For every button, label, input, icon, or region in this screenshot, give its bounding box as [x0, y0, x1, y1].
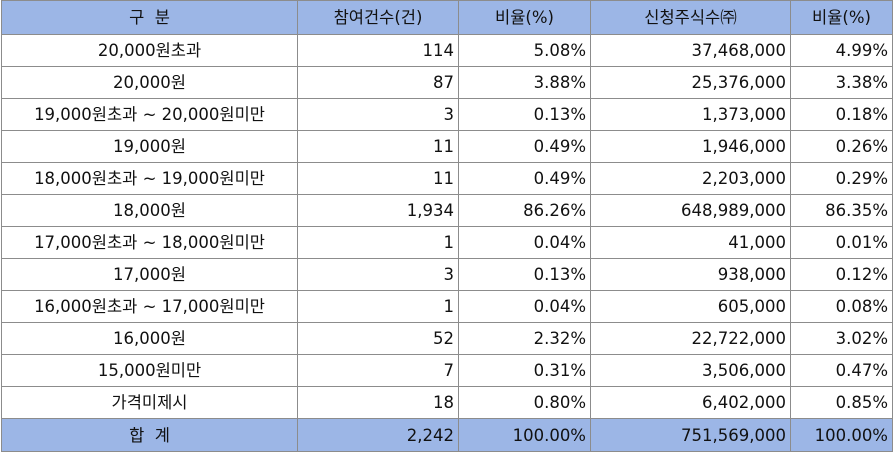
row-count: 7 — [297, 354, 459, 387]
row-count: 3 — [297, 258, 459, 291]
row-count-ratio: 0.04% — [458, 226, 591, 259]
row-shares: 25,376,000 — [590, 66, 791, 99]
row-count: 18 — [297, 386, 459, 419]
header-count-ratio: 비율(%) — [458, 0, 591, 35]
header-shares: 신청주식수㈜ — [590, 0, 791, 35]
row-count-ratio: 0.13% — [458, 98, 591, 131]
table-row: 18,000원 1,934 86.26% 648,989,000 86.35% — [1, 194, 893, 227]
row-shares: 2,203,000 — [590, 162, 791, 195]
row-count: 52 — [297, 322, 459, 355]
row-shares-ratio: 86.35% — [790, 194, 893, 227]
row-count-ratio: 0.80% — [458, 386, 591, 419]
row-shares-ratio: 0.29% — [790, 162, 893, 195]
row-count-ratio: 0.49% — [458, 162, 591, 195]
row-shares: 648,989,000 — [590, 194, 791, 227]
table-header: 구 분 참여건수(건) 비율(%) 신청주식수㈜ 비율(%) — [1, 0, 893, 35]
total-count-ratio: 100.00% — [458, 418, 591, 452]
row-count: 114 — [297, 34, 459, 67]
table-row: 16,000원 52 2.32% 22,722,000 3.02% — [1, 322, 893, 355]
table-row: 19,000원초과 ~ 20,000원미만 3 0.13% 1,373,000 … — [1, 98, 893, 131]
header-row: 구 분 참여건수(건) 비율(%) 신청주식수㈜ 비율(%) — [1, 0, 893, 35]
row-shares: 1,946,000 — [590, 130, 791, 163]
row-count-ratio: 2.32% — [458, 322, 591, 355]
row-label: 16,000원초과 ~ 17,000원미만 — [1, 290, 298, 323]
table-row: 가격미제시 18 0.80% 6,402,000 0.85% — [1, 386, 893, 419]
row-label: 가격미제시 — [1, 386, 298, 419]
row-shares: 1,373,000 — [590, 98, 791, 131]
row-count: 1 — [297, 226, 459, 259]
row-shares-ratio: 0.08% — [790, 290, 893, 323]
table-body: 20,000원초과 114 5.08% 37,468,000 4.99% 20,… — [1, 34, 893, 419]
table-row: 17,000원초과 ~ 18,000원미만 1 0.04% 41,000 0.0… — [1, 226, 893, 259]
row-shares: 22,722,000 — [590, 322, 791, 355]
row-shares-ratio: 0.18% — [790, 98, 893, 131]
row-count-ratio: 5.08% — [458, 34, 591, 67]
row-label: 17,000원 — [1, 258, 298, 291]
row-count: 1 — [297, 290, 459, 323]
row-shares: 3,506,000 — [590, 354, 791, 387]
row-shares-ratio: 0.12% — [790, 258, 893, 291]
row-shares: 41,000 — [590, 226, 791, 259]
row-shares-ratio: 0.01% — [790, 226, 893, 259]
demand-forecast-table: 구 분 참여건수(건) 비율(%) 신청주식수㈜ 비율(%) 20,000원초과… — [1, 0, 893, 452]
row-shares-ratio: 0.47% — [790, 354, 893, 387]
row-label: 18,000원 — [1, 194, 298, 227]
total-count: 2,242 — [297, 418, 459, 452]
header-count: 참여건수(건) — [297, 0, 459, 35]
table-row: 15,000원미만 7 0.31% 3,506,000 0.47% — [1, 354, 893, 387]
row-label: 17,000원초과 ~ 18,000원미만 — [1, 226, 298, 259]
total-shares-ratio: 100.00% — [790, 418, 893, 452]
row-count-ratio: 0.31% — [458, 354, 591, 387]
row-shares-ratio: 4.99% — [790, 34, 893, 67]
row-count: 3 — [297, 98, 459, 131]
row-count: 1,934 — [297, 194, 459, 227]
table-footer: 합 계 2,242 100.00% 751,569,000 100.00% — [1, 418, 893, 452]
row-shares: 605,000 — [590, 290, 791, 323]
row-count: 11 — [297, 130, 459, 163]
row-label: 19,000원초과 ~ 20,000원미만 — [1, 98, 298, 131]
row-label: 20,000원초과 — [1, 34, 298, 67]
table-row: 16,000원초과 ~ 17,000원미만 1 0.04% 605,000 0.… — [1, 290, 893, 323]
row-shares: 37,468,000 — [590, 34, 791, 67]
table-row: 19,000원 11 0.49% 1,946,000 0.26% — [1, 130, 893, 163]
row-count-ratio: 86.26% — [458, 194, 591, 227]
row-shares-ratio: 0.26% — [790, 130, 893, 163]
row-shares: 938,000 — [590, 258, 791, 291]
row-shares-ratio: 3.02% — [790, 322, 893, 355]
row-label: 20,000원 — [1, 66, 298, 99]
row-count: 87 — [297, 66, 459, 99]
table-row: 20,000원 87 3.88% 25,376,000 3.38% — [1, 66, 893, 99]
row-shares-ratio: 3.38% — [790, 66, 893, 99]
row-label: 19,000원 — [1, 130, 298, 163]
total-shares: 751,569,000 — [590, 418, 791, 452]
row-shares: 6,402,000 — [590, 386, 791, 419]
row-count-ratio: 0.49% — [458, 130, 591, 163]
table-row: 18,000원초과 ~ 19,000원미만 11 0.49% 2,203,000… — [1, 162, 893, 195]
row-count: 11 — [297, 162, 459, 195]
table-row: 17,000원 3 0.13% 938,000 0.12% — [1, 258, 893, 291]
total-row: 합 계 2,242 100.00% 751,569,000 100.00% — [1, 418, 893, 452]
row-label: 18,000원초과 ~ 19,000원미만 — [1, 162, 298, 195]
row-shares-ratio: 0.85% — [790, 386, 893, 419]
row-label: 15,000원미만 — [1, 354, 298, 387]
table-row: 20,000원초과 114 5.08% 37,468,000 4.99% — [1, 34, 893, 67]
row-count-ratio: 0.04% — [458, 290, 591, 323]
header-category: 구 분 — [1, 0, 298, 35]
total-label: 합 계 — [1, 418, 298, 452]
header-shares-ratio: 비율(%) — [790, 0, 893, 35]
row-count-ratio: 3.88% — [458, 66, 591, 99]
row-count-ratio: 0.13% — [458, 258, 591, 291]
row-label: 16,000원 — [1, 322, 298, 355]
